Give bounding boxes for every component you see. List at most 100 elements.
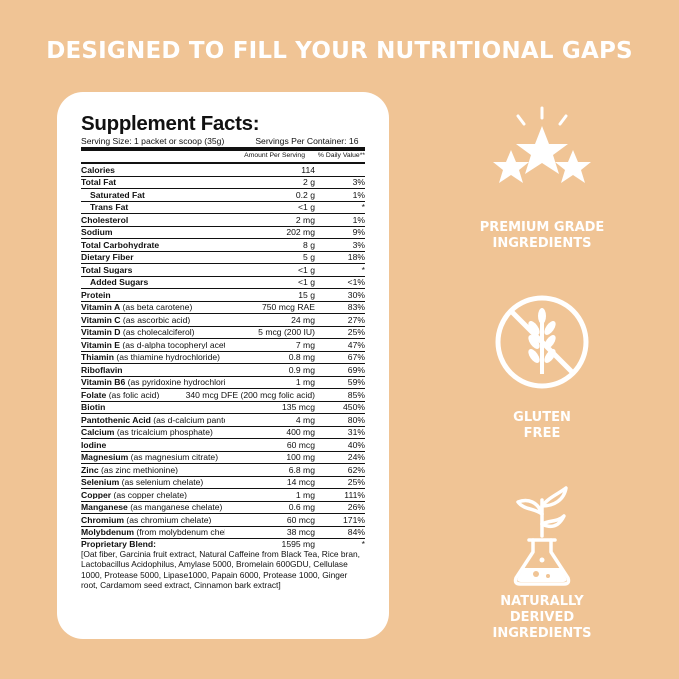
- nutrient-source: (as pyridoxine hydrochloride): [127, 378, 225, 387]
- blend-name: Proprietary Blend:: [81, 539, 156, 550]
- nutrient-amount: 340 mcg DFE (200 mcg folic acid): [185, 389, 315, 400]
- nutrient-daily-value: 62%: [347, 464, 365, 475]
- nutrient-daily-value: 24%: [347, 452, 365, 463]
- nutrient-name: Selenium (as selenium chelate): [81, 478, 225, 487]
- nutrient-source: (as beta carotene): [120, 303, 193, 312]
- nutrient-name: Calcium (as tricalcium phosphate): [81, 428, 225, 437]
- nutrient-daily-value: 3%: [352, 177, 365, 188]
- nutrient-name-bold: Vitamin D: [81, 328, 121, 337]
- nutrient-name: Thiamin (as thiamine hydrochloride): [81, 353, 225, 362]
- nutrient-amount: 5 mcg (200 IU): [258, 327, 315, 338]
- nutrient-name-bold: Added Sugars: [90, 278, 149, 287]
- nutrient-name: Magnesium (as magnesium citrate): [81, 453, 225, 462]
- nutrient-row: Protein 15 g 30%: [81, 289, 365, 302]
- nutrient-amount: 15 g: [298, 289, 315, 300]
- nutrient-amount: 60 mcg: [286, 439, 315, 450]
- nutrient-daily-value: <1%: [347, 277, 365, 288]
- nutrient-name: Vitamin E (as d-alpha tocopheryl acetate…: [81, 341, 225, 350]
- nutrient-name: Protein: [81, 291, 225, 300]
- nutrient-amount: 4 mg: [295, 414, 315, 425]
- nutrient-name: Folate (as folic acid): [81, 391, 165, 400]
- nutrient-source: (as thiamine hydrochloride): [113, 353, 220, 362]
- nutrient-daily-value: *: [361, 202, 365, 213]
- nutrient-name-bold: Molybdenum: [81, 528, 134, 537]
- nutrient-daily-value: 67%: [347, 352, 365, 363]
- nutrient-amount: 1 mg: [295, 377, 315, 388]
- nutrient-rows: Calories 114 Total Fat 2 g 3% Saturated Fat 0.…: [81, 164, 365, 540]
- supplement-facts-table: Supplement Facts: Serving Size: 1 packet…: [81, 113, 365, 590]
- nutrient-daily-value: 111%: [344, 489, 365, 500]
- nutrient-row: Vitamin A (as beta carotene) 750 mcg RAE 8…: [81, 302, 365, 315]
- feature-natural: NATURALLY DERIVED INGREDIENTS: [462, 478, 622, 642]
- nutrient-amount: 135 mcg: [282, 402, 315, 413]
- nutrient-name-bold: Total Sugars: [81, 265, 133, 275]
- nutrient-daily-value: 1%: [352, 189, 365, 200]
- nutrient-row: Total Sugars <1 g *: [81, 264, 365, 277]
- nutrient-daily-value: 85%: [347, 389, 365, 400]
- nutrient-amount: 0.8 mg: [288, 352, 315, 363]
- nutrient-name: Total Fat: [81, 178, 225, 187]
- nutrient-name-bold: Manganese: [81, 503, 128, 512]
- nutrient-row: Dietary Fiber 5 g 18%: [81, 252, 365, 265]
- feature-gluten-line1: GLUTEN: [513, 410, 571, 425]
- nutrient-name: Added Sugars: [81, 278, 225, 287]
- nutrient-amount: 0.6 mg: [288, 502, 315, 513]
- nutrient-amount: 5 g: [303, 252, 315, 263]
- nutrient-source: (as ascorbic acid): [120, 315, 191, 325]
- nutrient-name-bold: Chromium: [81, 515, 124, 525]
- nutrient-amount: 8 g: [303, 239, 315, 250]
- feature-premium-label: PREMIUM GRADE INGREDIENTS: [480, 220, 605, 252]
- nutrient-name-bold: Cholesterol: [81, 215, 129, 225]
- nutrient-row: Cholesterol 2 mg 1%: [81, 214, 365, 227]
- nutrient-daily-value: 18%: [347, 252, 365, 263]
- feature-premium: PREMIUM GRADE INGREDIENTS: [462, 102, 622, 252]
- nutrient-source: (as selenium chelate): [119, 478, 204, 487]
- nutrient-name: Calories: [81, 166, 225, 175]
- nutrient-name: Total Carbohydrate: [81, 241, 225, 250]
- nutrient-name: Iodine: [81, 441, 225, 450]
- nutrient-row: Vitamin C (as ascorbic acid) 24 mg 27%: [81, 314, 365, 327]
- nutrient-row: Folate (as folic acid) 340 mcg DFE (200 m…: [81, 389, 365, 402]
- nutrient-name-bold: Protein: [81, 290, 111, 300]
- nutrient-row: Total Carbohydrate 8 g 3%: [81, 239, 365, 252]
- nutrient-amount: 38 mcg: [286, 527, 315, 538]
- blend-ingredients: [Oat fiber, Garcinia fruit extract, Natu…: [81, 548, 360, 590]
- gluten-free-icon: [495, 295, 589, 389]
- stars-icon: [493, 106, 591, 183]
- amount-column-label: Amount Per Serving: [244, 152, 305, 160]
- nutrient-row: Vitamin B6 (as pyridoxine hydrochloride)…: [81, 377, 365, 390]
- nutrient-row: Zinc (as zinc methionine) 6.8 mg 62%: [81, 464, 365, 477]
- nutrient-name-bold: Biotin: [81, 403, 106, 412]
- nutrient-name: Trans Fat: [81, 203, 225, 212]
- nutrient-name: Total Sugars: [81, 266, 225, 275]
- nutrient-daily-value: 9%: [352, 227, 365, 238]
- nutrient-daily-value: 47%: [347, 339, 365, 350]
- nutrient-daily-value: 40%: [347, 439, 365, 450]
- nutrient-row: Chromium (as chromium chelate) 60 mcg 171%: [81, 514, 365, 527]
- nutrient-name: Cholesterol: [81, 216, 225, 225]
- nutrient-source: (as d-calcium pantothenate): [153, 415, 225, 425]
- nutrient-row: Iodine 60 mcg 40%: [81, 439, 365, 452]
- nutrient-row: Saturated Fat 0.2 g 1%: [81, 189, 365, 202]
- nutrient-amount: 2 mg: [295, 214, 315, 225]
- facts-column-header: Amount Per Serving % Daily Value**: [81, 151, 365, 165]
- nutrient-amount: 14 mcg: [286, 477, 315, 488]
- nutrient-daily-value: 450%: [343, 402, 365, 413]
- nutrient-daily-value: 31%: [347, 427, 365, 438]
- nutrient-amount: 2 g: [303, 177, 315, 188]
- nutrient-name: Vitamin C (as ascorbic acid): [81, 316, 225, 325]
- feature-gluten-line2: FREE: [523, 426, 561, 441]
- nutrient-amount: <1 g: [298, 264, 315, 275]
- nutrient-amount: 60 mcg: [286, 514, 315, 525]
- nutrient-daily-value: 27%: [347, 314, 365, 325]
- nutrient-amount: 114: [301, 164, 315, 175]
- nutrient-name-bold: Copper: [81, 490, 112, 500]
- nutrient-source: (as manganese chelate): [127, 503, 223, 512]
- nutrient-row: Copper (as copper chelate) 1 mg 111%: [81, 489, 365, 502]
- supplement-facts-panel: Supplement Facts: Serving Size: 1 packet…: [57, 92, 389, 639]
- serving-size: Serving Size: 1 packet or scoop (35g): [81, 135, 225, 146]
- nutrient-amount: 0.2 g: [295, 189, 315, 200]
- nutrient-amount: 202 mg: [286, 227, 315, 238]
- nutrient-source: (as chromium chelate): [123, 515, 212, 525]
- nutrient-amount: <1 g: [298, 202, 315, 213]
